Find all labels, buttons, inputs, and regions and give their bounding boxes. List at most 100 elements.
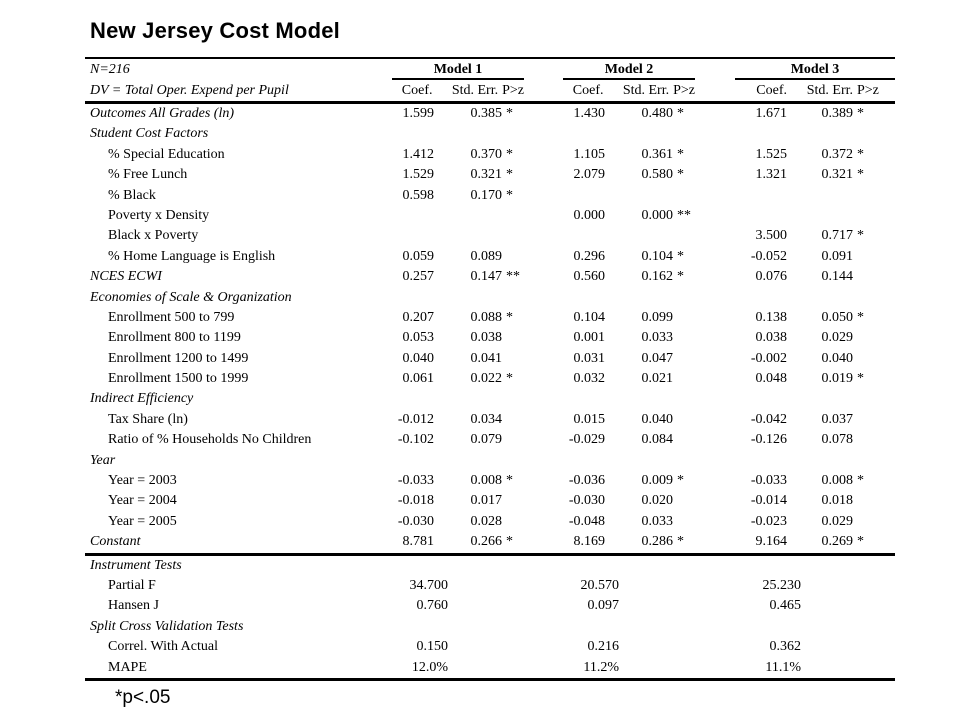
coef-value: -0.033 [750, 473, 787, 489]
pz-marker [673, 430, 695, 450]
pz-marker: * [506, 106, 513, 121]
coef-value: 0.032 [573, 371, 606, 387]
row-label: Indirect Efficiency [90, 391, 194, 407]
pz-marker [853, 451, 895, 471]
std-err-value: 0.099 [641, 309, 674, 325]
model-3-cells: 0.076 0.144 [735, 267, 895, 287]
coef-value: 11.1% [765, 659, 801, 675]
model-3-cells: -0.052 0.091 [735, 247, 895, 267]
pz-marker [673, 308, 695, 328]
coef-value: -0.030 [397, 513, 434, 529]
model-1-title: Model 1 [433, 62, 483, 77]
column-gap [695, 308, 735, 328]
row-label: Correl. With Actual [108, 639, 218, 655]
model-2-cells: 20.570 [563, 576, 695, 596]
pz-marker [853, 267, 895, 287]
pz-marker [502, 451, 524, 471]
column-gap [524, 512, 563, 532]
column-gap [695, 576, 735, 596]
model-1-cells: 0.257 0.147 ** [392, 267, 524, 287]
model-3-cells: -0.023 0.029 [735, 512, 895, 532]
model-1-cells [392, 556, 524, 576]
table-row: % Free Lunch 1.529 0.321 * 2.079 0.580 * 1.321 0… [85, 165, 895, 185]
column-gap [524, 165, 563, 185]
row-label: % Special Education [108, 146, 225, 162]
coef-value: 12.0% [411, 659, 448, 675]
std-err-value: 0.370 [470, 146, 503, 162]
std-err-column-header: Std. Err. [451, 83, 499, 98]
model-3-header: Model 3 [735, 59, 895, 80]
coef-value: 34.700 [409, 577, 449, 593]
coef-value: -0.012 [397, 411, 434, 427]
coef-value: 1.412 [402, 146, 435, 162]
model-2-header: Model 2 [563, 59, 695, 80]
model-2-cells: -0.030 0.020 [563, 491, 695, 511]
row-label: % Home Language is English [108, 248, 276, 264]
column-gap [695, 512, 735, 532]
table-row: NCES ECWI 0.257 0.147 ** 0.560 0.162 * 0.076 0.1… [85, 267, 895, 287]
pz-marker [673, 491, 695, 511]
model-3-cells: 1.525 0.372 * [735, 145, 895, 165]
coef-value: -0.036 [568, 473, 605, 489]
column-gap [695, 532, 735, 552]
column-gap [524, 596, 563, 616]
coef-column-header: Coef. [401, 83, 433, 98]
model-1-cells: 0.059 0.089 [392, 247, 524, 267]
row-label: Constant [90, 534, 141, 550]
pz-marker: * [857, 106, 864, 121]
std-err-column-header: Std. Err. [622, 83, 670, 98]
row-label: % Free Lunch [108, 167, 188, 183]
pz-marker: * [857, 146, 864, 162]
column-gap [524, 124, 563, 144]
std-err-value: 0.029 [821, 330, 854, 346]
column-gap [695, 451, 735, 471]
table-row: Student Cost Factors [85, 124, 895, 144]
std-err-value: 0.144 [821, 269, 854, 285]
model-2-cells: 0.000 0.000 ** [563, 206, 695, 226]
coef-value: -0.102 [397, 432, 434, 448]
coef-value: 25.230 [762, 577, 802, 593]
coef-value: 0.760 [416, 598, 449, 614]
row-label: Economies of Scale & Organization [90, 289, 292, 305]
pz-marker: * [857, 228, 864, 244]
model-1-cells: -0.033 0.008 * [392, 471, 524, 491]
pz-marker [853, 206, 895, 226]
pz-marker [853, 512, 895, 532]
std-err-value: 0.029 [821, 513, 854, 529]
pz-marker: * [677, 534, 684, 550]
coef-value [735, 186, 787, 206]
column-gap [524, 226, 563, 246]
column-gap [524, 637, 563, 657]
coef-value: -0.002 [750, 350, 787, 366]
std-err-value [434, 226, 502, 246]
row-label: Ratio of % Households No Children [108, 432, 312, 448]
coef-value: -0.033 [397, 473, 434, 489]
model-2-title: Model 2 [604, 62, 654, 77]
pz-marker [853, 389, 895, 409]
std-err-value: 0.038 [470, 330, 503, 346]
coef-value [577, 556, 619, 576]
table-row: Instrument Tests [85, 556, 895, 576]
pz-marker [853, 186, 895, 206]
table-row: Tax Share (ln) -0.012 0.034 0.015 0.040 -0.04… [85, 410, 895, 430]
coef-value: 0.138 [755, 309, 788, 325]
model-3-cells [735, 124, 895, 144]
model-1-cells: 0.053 0.038 [392, 328, 524, 348]
column-gap [524, 451, 563, 471]
coef-value: 8.169 [573, 534, 606, 550]
model-3-cells: 0.048 0.019 * [735, 369, 895, 389]
pz-marker: * [857, 473, 864, 489]
column-gap [524, 410, 563, 430]
pz-column-header: P>z [857, 83, 879, 98]
pz-marker [853, 349, 895, 369]
coef-value [563, 389, 605, 409]
pz-marker [673, 186, 695, 206]
pz-marker: * [677, 248, 684, 264]
std-err-value: 0.361 [641, 146, 674, 162]
coef-value: -0.030 [568, 493, 605, 509]
coef-value: 0.001 [573, 330, 606, 346]
pz-marker [673, 226, 695, 246]
table-row: % Home Language is English 0.059 0.089 0.29… [85, 247, 895, 267]
coef-value [406, 617, 448, 637]
